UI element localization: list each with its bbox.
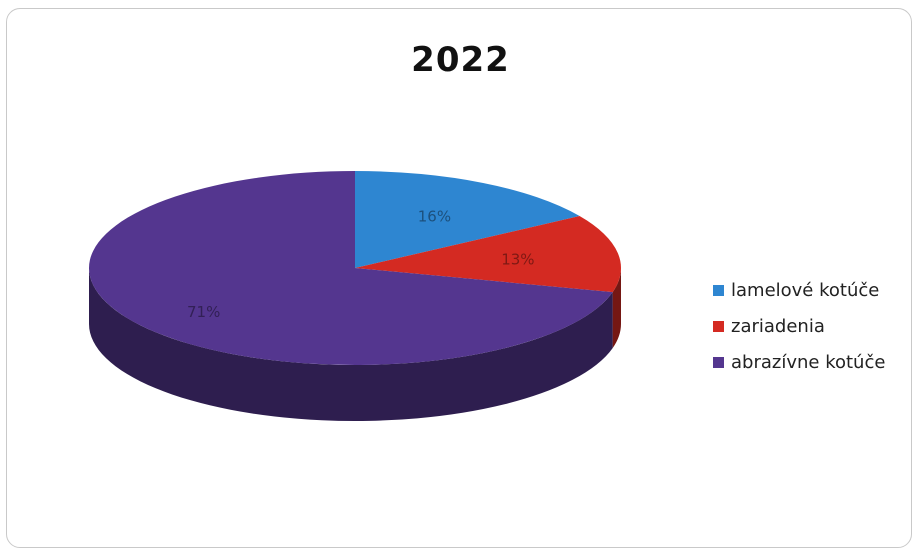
pie-slice xyxy=(355,216,621,293)
legend-item: zariadenia xyxy=(713,308,885,344)
legend: lamelové kotúče zariadenia abrazívne kot… xyxy=(713,272,885,380)
legend-label: lamelové kotúče xyxy=(731,279,880,301)
pie-sides xyxy=(88,268,621,422)
pie-labels: 16% 13% 71% xyxy=(187,207,535,321)
legend-label: zariadenia xyxy=(731,315,825,337)
chart-title: 2022 xyxy=(411,40,510,80)
pie-slice xyxy=(89,171,613,365)
pie-data-label: 71% xyxy=(187,303,220,321)
legend-item: abrazívne kotúče xyxy=(713,344,885,380)
pie-data-label: 13% xyxy=(501,251,534,269)
legend-swatch xyxy=(713,356,724,368)
pie-side-abrazívne-kotúče xyxy=(88,268,613,422)
legend-label: abrazívne kotúče xyxy=(731,351,886,373)
legend-item: lamelové kotúče xyxy=(713,272,885,308)
legend-swatch xyxy=(713,284,724,296)
pie-slice xyxy=(355,171,580,268)
pie-top xyxy=(89,171,621,365)
pie-data-label: 16% xyxy=(418,207,451,225)
pie-side-zariadenia xyxy=(612,268,621,349)
legend-swatch xyxy=(713,320,724,332)
